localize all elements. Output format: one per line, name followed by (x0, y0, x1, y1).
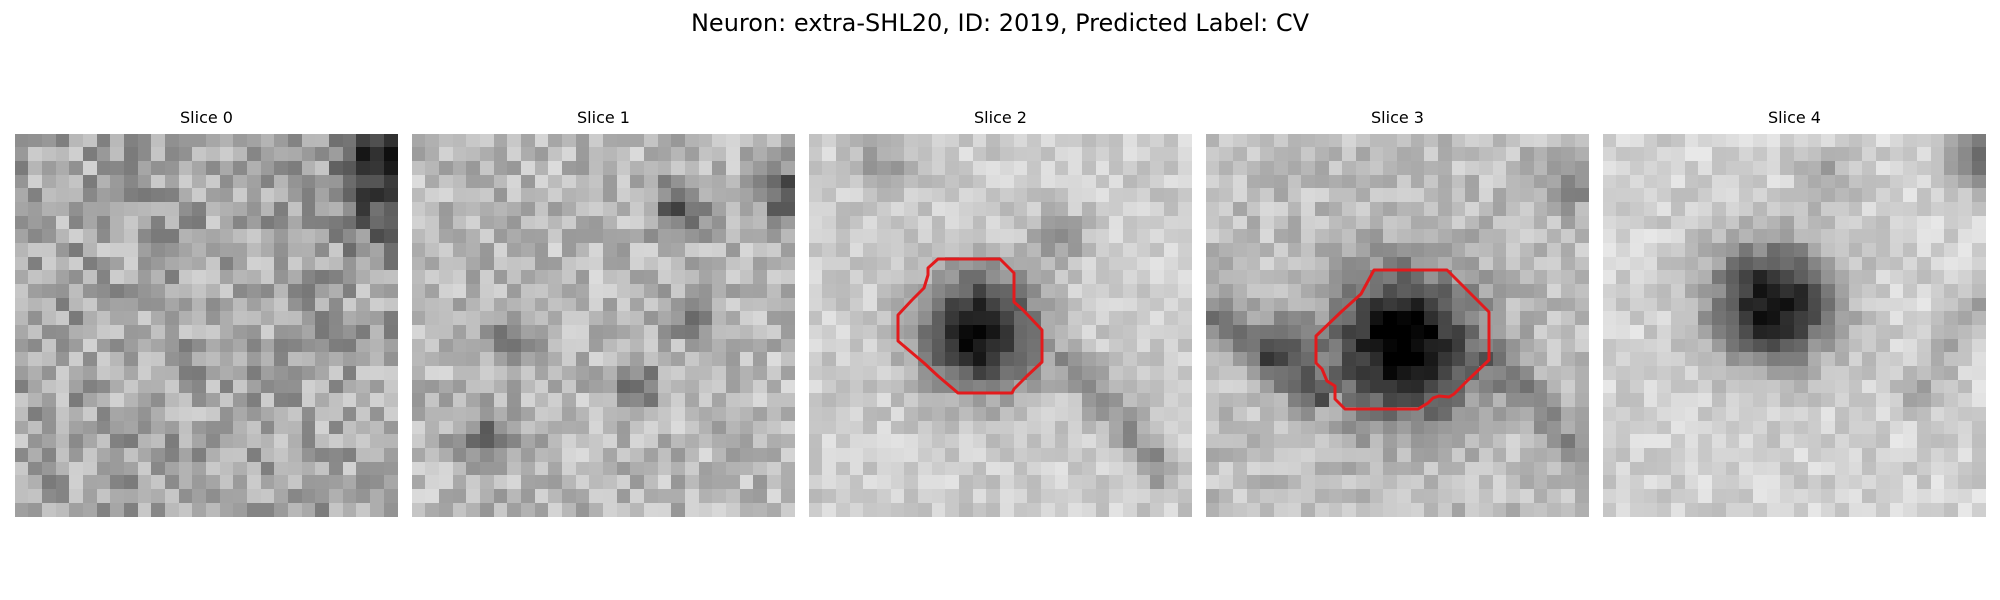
slice-image-4 (1603, 134, 1986, 517)
slice-image-0 (15, 134, 398, 517)
figure-title: Neuron: extra-SHL20, ID: 2019, Predicted… (690, 9, 1310, 37)
slice-title-2: Slice 2 (974, 108, 1027, 127)
slice-title-4: Slice 4 (1768, 108, 1821, 127)
neuron-contour-2 (896, 257, 1044, 395)
slice-title-3: Slice 3 (1371, 108, 1424, 127)
slice-title-1: Slice 1 (577, 108, 630, 127)
neuron-contour-3 (1314, 268, 1491, 411)
slice-image-2 (809, 134, 1192, 517)
slice-image-3 (1206, 134, 1589, 517)
slice-title-0: Slice 0 (180, 108, 233, 127)
slice-image-1 (412, 134, 795, 517)
